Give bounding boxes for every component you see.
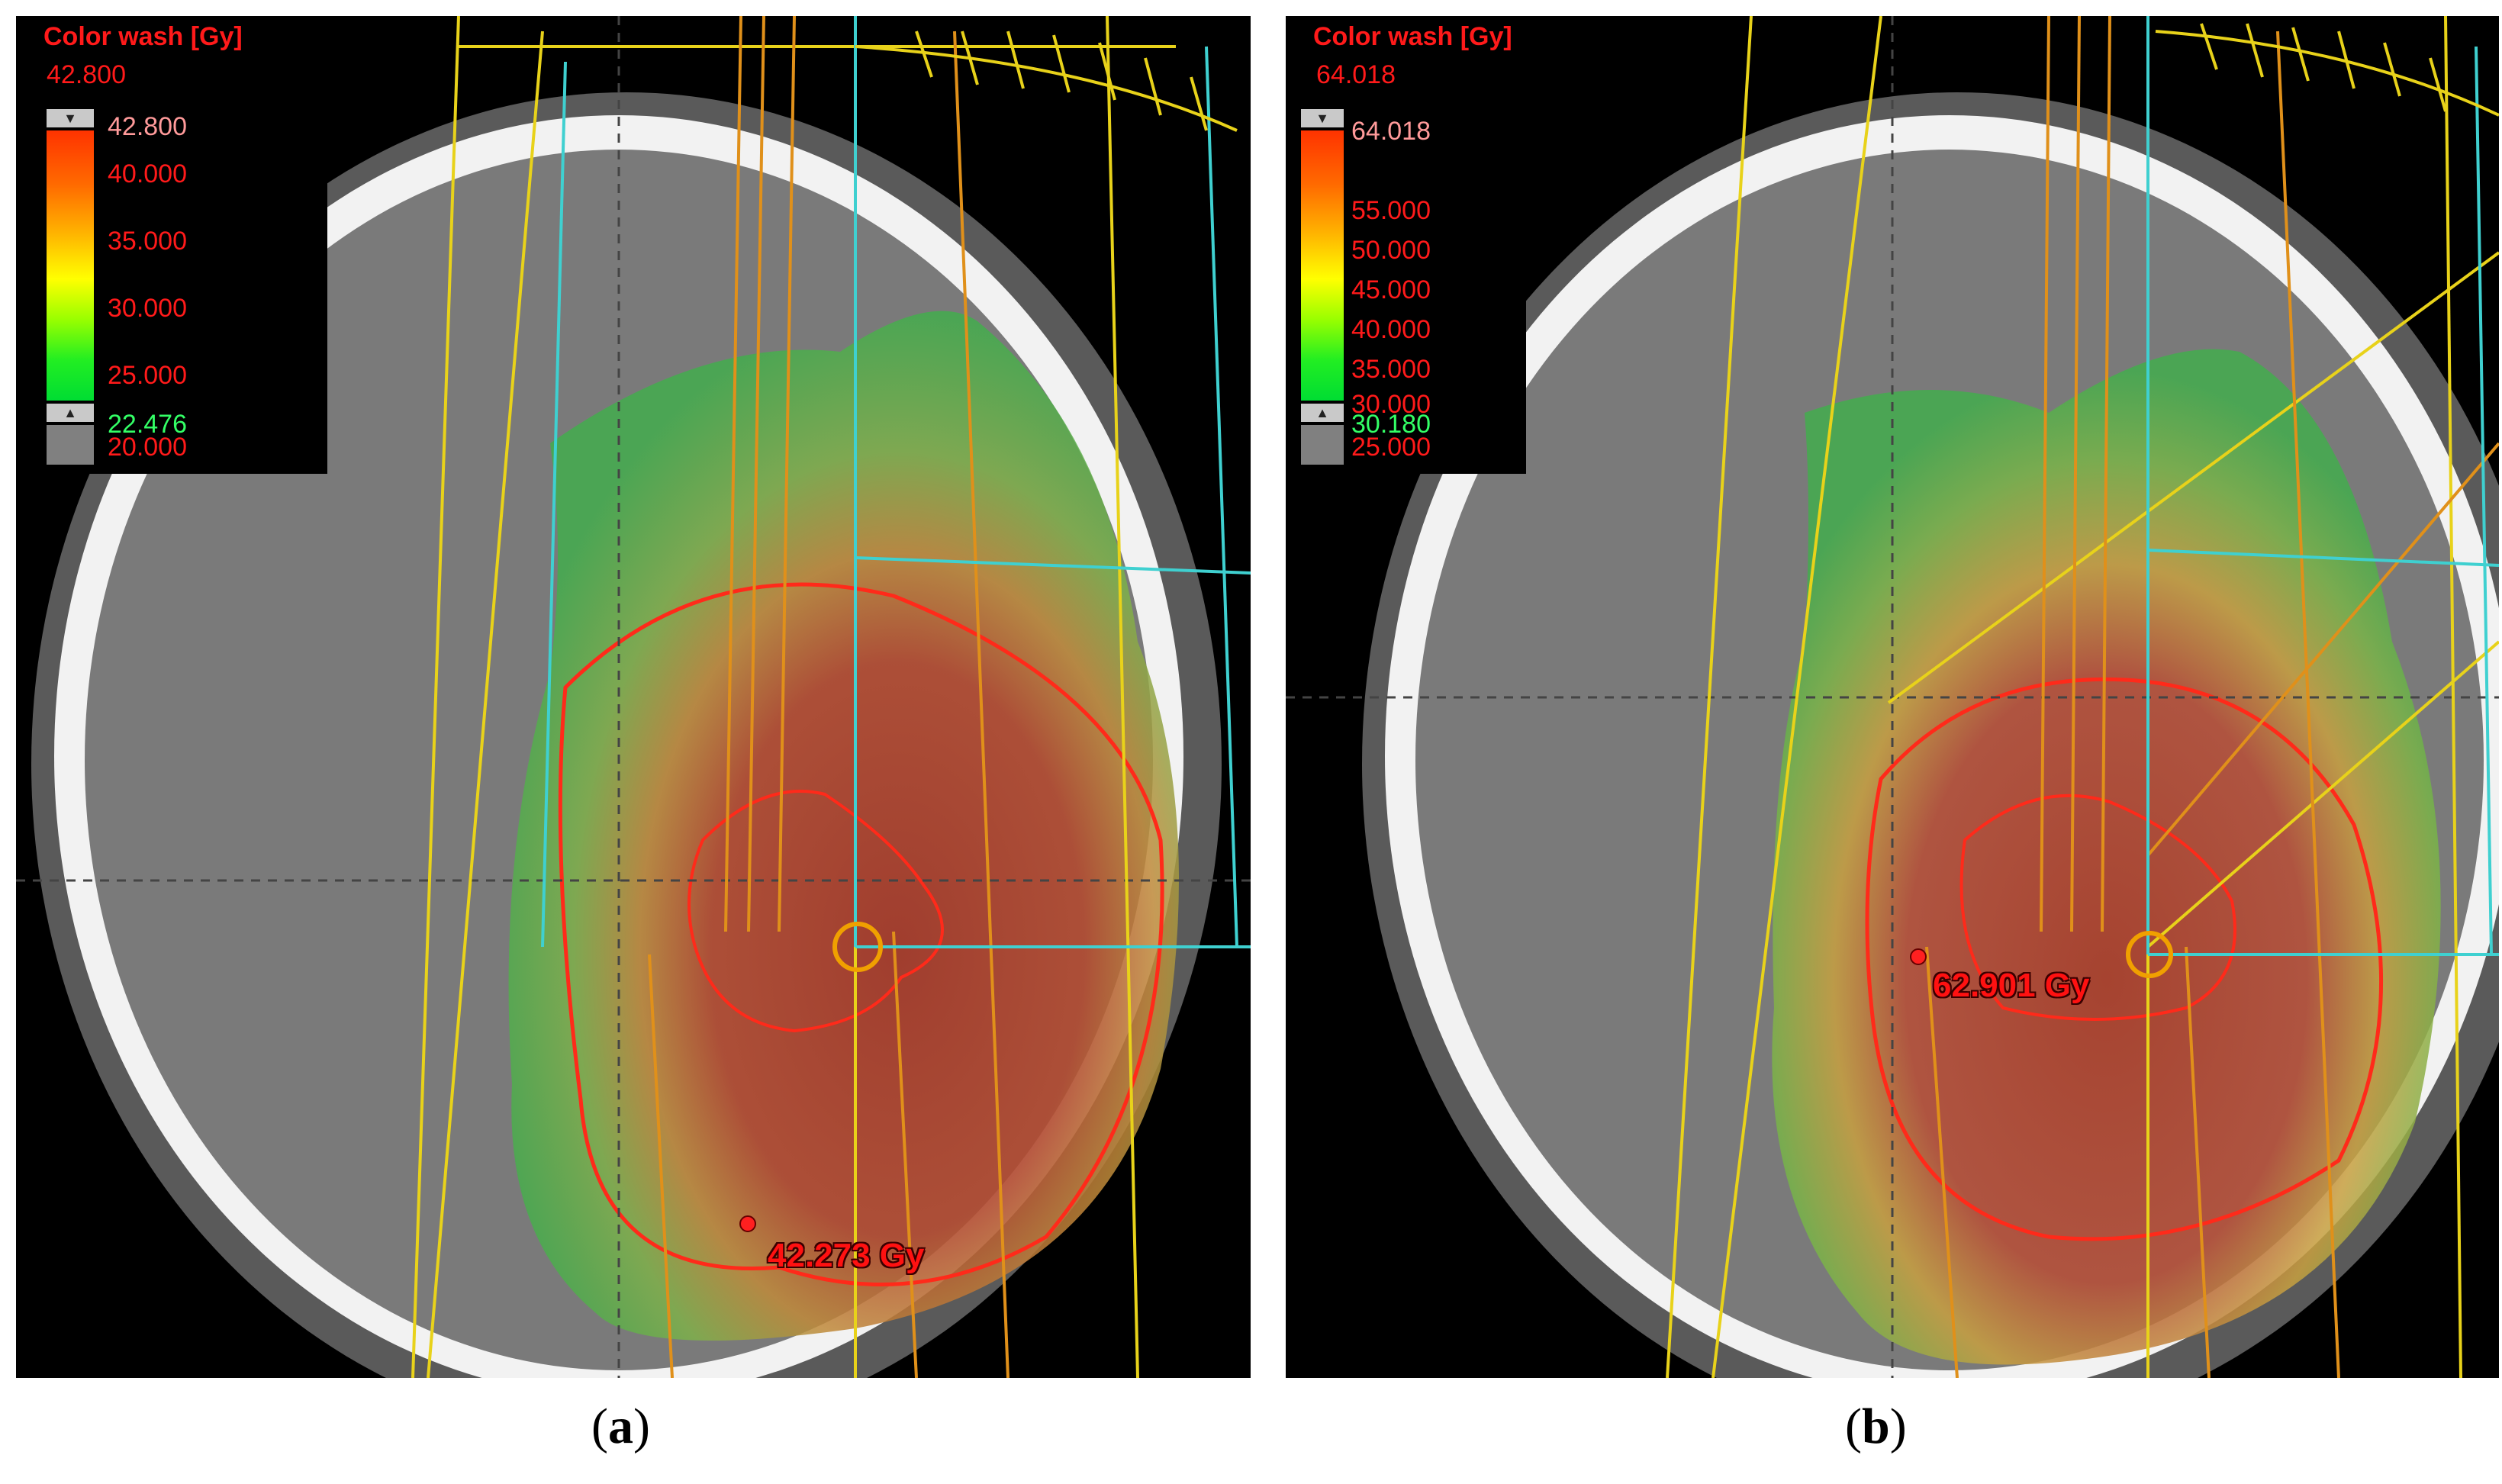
legend-tick: 30.000: [1351, 390, 1431, 419]
caption-letter: b: [1861, 1399, 1890, 1454]
dose-readout-b: 62.901 Gy: [1933, 967, 2090, 1004]
beam-lines-orange-a: [648, 16, 1009, 1378]
lower-threshold-handle[interactable]: ▲: [1301, 404, 1344, 422]
legend-bottom-tick: 20.000: [108, 433, 187, 462]
legend-tick: 40.000: [108, 159, 187, 188]
legend-title: Color wash [Gy]: [1313, 22, 1512, 51]
legend-tick: 35.000: [108, 227, 187, 256]
legend-lower-marker: 30.180: [1351, 410, 1431, 439]
colorbar-b: [1301, 130, 1344, 401]
chevron-up-icon: ▲: [63, 405, 77, 420]
legend-tick: 30.000: [108, 294, 187, 323]
upper-threshold-handle[interactable]: ▼: [47, 109, 94, 127]
legend-tick: 35.000: [1351, 355, 1431, 384]
legend-title: Color wash [Gy]: [43, 22, 243, 51]
chevron-down-icon: ▼: [63, 111, 77, 126]
legend-max-value: 42.800: [47, 60, 126, 89]
dose-readout-a: 42.273 Gy: [768, 1237, 925, 1274]
lower-threshold-handle[interactable]: ▲: [47, 404, 94, 422]
legend-tick: 50.000: [1351, 236, 1431, 265]
dose-view-panel-b[interactable]: Color wash [Gy] 64.018 ▼ ▲ 64.018 55.000…: [1286, 16, 2499, 1378]
ct-dose-image-b: [1286, 16, 2499, 1378]
legend-max-value: 64.018: [1316, 60, 1396, 89]
isodose-inner-a: [687, 790, 944, 1033]
caption-a: (a): [591, 1399, 650, 1454]
legend-bottom-tick: 25.000: [1351, 433, 1431, 462]
legend-lower-marker: 22.476: [108, 410, 187, 439]
legend-tick: 40.000: [1351, 315, 1431, 344]
legend-upper-marker: 64.018: [1351, 117, 1431, 146]
isocenter-marker-a: [832, 922, 883, 972]
dose-probe-point-b[interactable]: [1910, 948, 1927, 965]
beam-lines-cyan-a: [541, 16, 1251, 948]
dose-colorwash-a: [508, 311, 1179, 1341]
isodose-outer-b: [1865, 677, 2384, 1241]
below-threshold-swatch: [1301, 425, 1344, 465]
caption-b: (b): [1845, 1399, 1907, 1454]
below-threshold-swatch: [47, 425, 94, 465]
isodose-inner-b: [1959, 794, 2236, 1021]
chevron-up-icon: ▲: [1315, 405, 1329, 420]
ct-dose-image-a: [16, 16, 1251, 1378]
gantry-arc-a: [855, 31, 1238, 132]
dose-probe-point-a[interactable]: [739, 1215, 756, 1232]
legend-tick: 45.000: [1351, 275, 1431, 304]
isocenter-marker-b: [2126, 931, 2173, 978]
legend-upper-marker: 42.800: [108, 112, 187, 141]
legend-tick: 25.000: [108, 361, 187, 390]
dose-view-panel-a[interactable]: Color wash [Gy] 42.800 ▼ ▲ 42.800 40.000…: [16, 16, 1251, 1378]
upper-threshold-handle[interactable]: ▼: [1301, 109, 1344, 127]
beam-lines-cyan-b: [2146, 16, 2499, 956]
legend-tick: 55.000: [1351, 196, 1431, 225]
caption-letter: a: [607, 1399, 633, 1454]
beam-lines-orange-b: [1925, 16, 2499, 1378]
colorwash-legend-b: Color wash [Gy] 64.018 ▼ ▲ 64.018 55.000…: [1286, 16, 1526, 474]
gantry-arc-b: [2155, 23, 2499, 117]
isodose-outer-a: [558, 582, 1164, 1286]
chevron-down-icon: ▼: [1315, 111, 1329, 126]
colorwash-legend-a: Color wash [Gy] 42.800 ▼ ▲ 42.800 40.000…: [16, 16, 327, 474]
colorbar-a: [47, 130, 94, 401]
